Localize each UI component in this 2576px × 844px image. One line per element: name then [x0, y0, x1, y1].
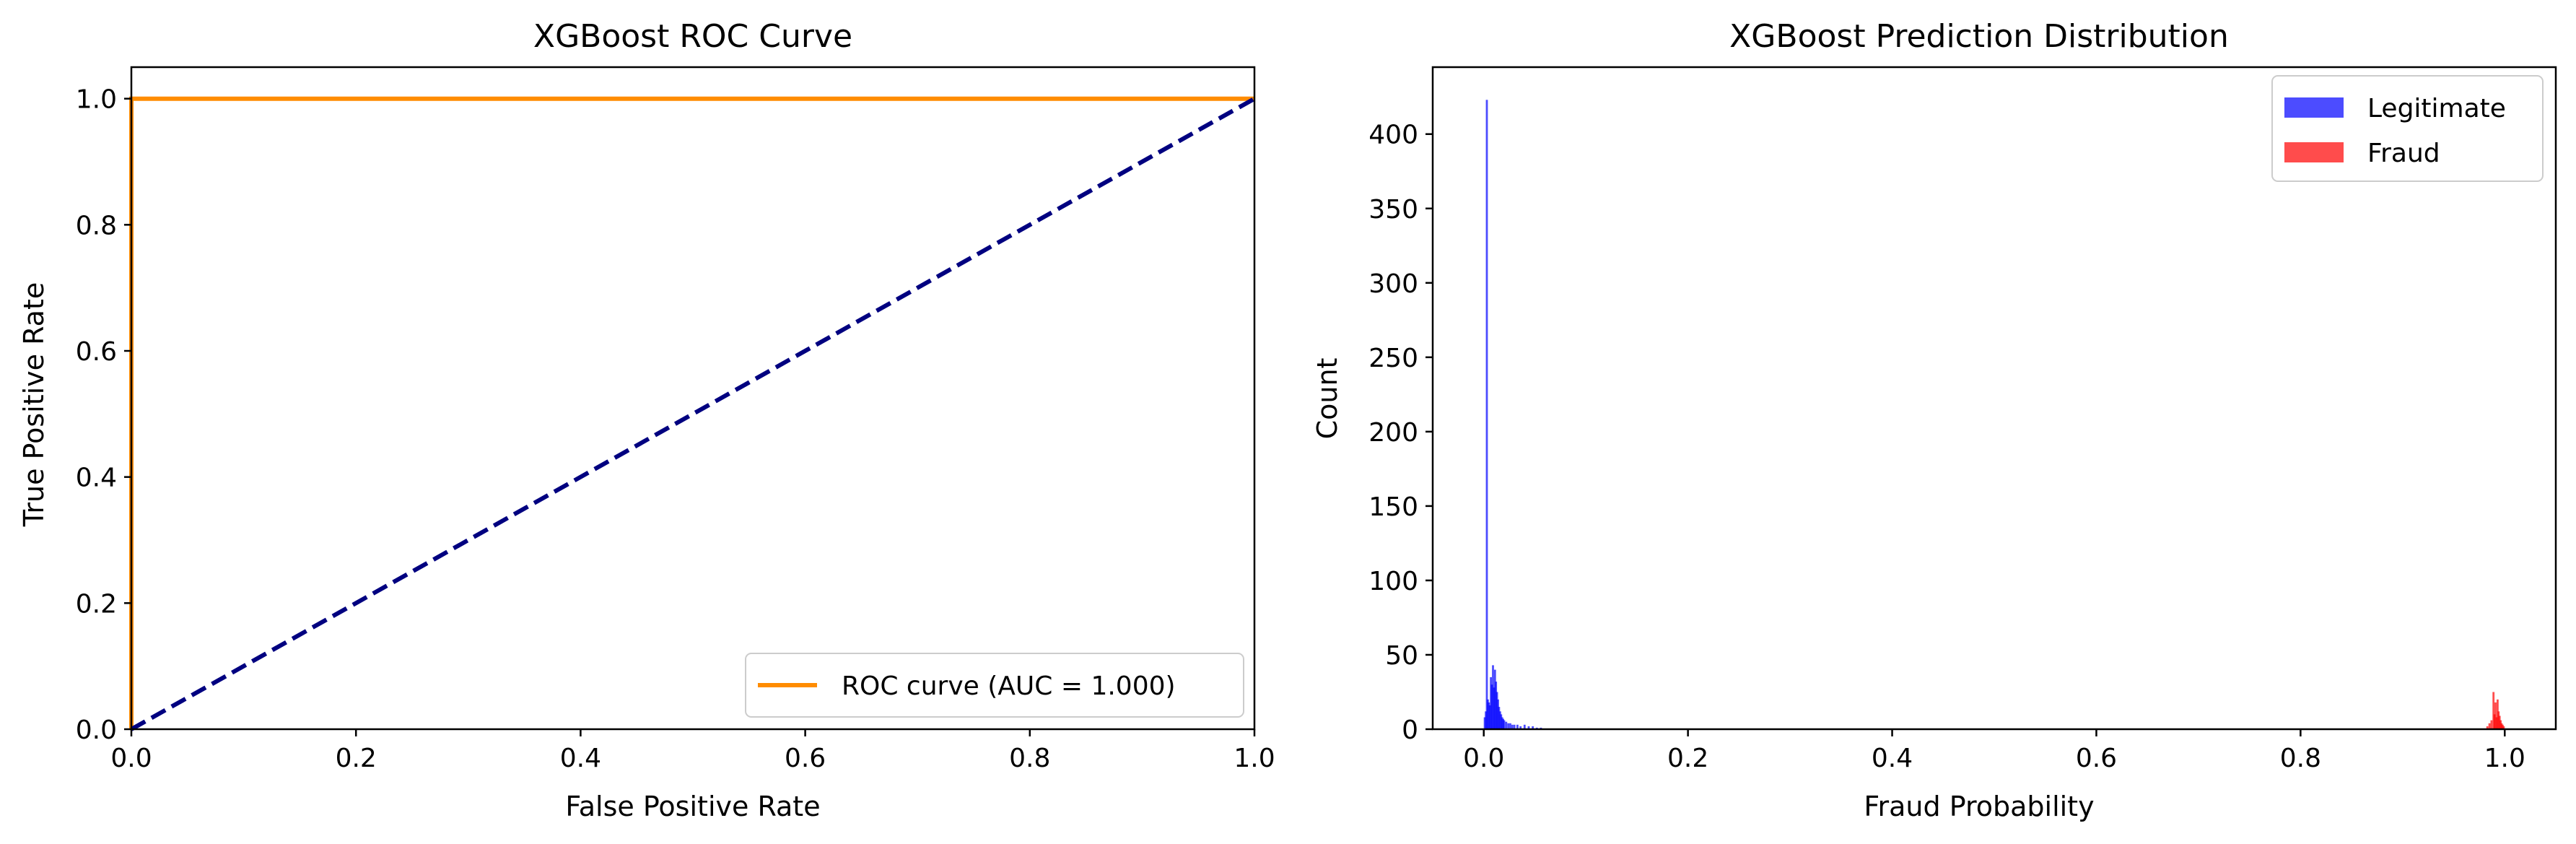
hist-legend-label-legitimate: Legitimate: [2367, 94, 2506, 123]
hist-bar-legitimate: [1503, 721, 1506, 729]
hist-y-tick-label: 200: [1368, 418, 1418, 448]
roc-x-tick-label: 0.4: [560, 744, 601, 773]
hist-x-tick-label: 0.4: [1872, 744, 1913, 773]
roc-x-tick-label: 0.6: [785, 744, 826, 773]
roc-plot: [131, 99, 1254, 729]
roc-legend: ROC curve (AUC = 1.000): [746, 653, 1244, 717]
roc-x-tick-label: 1.0: [1234, 744, 1275, 773]
hist-y-tick-label: 350: [1368, 195, 1418, 225]
roc-y-axis-label: True Positive Rate: [18, 282, 50, 528]
hist-y-tick-label: 400: [1368, 121, 1418, 150]
roc-y-tick-label: 0.4: [76, 464, 117, 493]
hist-x-axis-label: Fraud Probability: [1864, 791, 2094, 822]
roc-y-tick-label: 0.2: [76, 589, 117, 619]
hist-y-axis-label: Count: [1311, 358, 1343, 440]
hist-y-tick-label: 0: [1402, 715, 1418, 745]
roc-y-tick-label: 1.0: [76, 85, 117, 115]
hist-plot: [1484, 100, 2505, 729]
hist-legend-swatch-fraud: [2284, 142, 2344, 162]
roc-panel: XGBoost ROC Curve 0.0 0.2 0.4 0.6 0.8 1.0 0.0…: [18, 18, 1275, 822]
hist-y-tick-label: 100: [1368, 567, 1418, 596]
hist-y-tick-label: 300: [1368, 269, 1418, 299]
hist-y-ticks: 0 50 100 150 200 250 300 350 400: [1368, 121, 1433, 745]
hist-x-tick-label: 0.8: [2280, 744, 2321, 773]
roc-chance-line: [131, 99, 1254, 729]
roc-y-tick-label: 0.0: [76, 715, 117, 745]
roc-y-tick-label: 0.6: [76, 337, 117, 367]
hist-y-tick-label: 250: [1368, 344, 1418, 373]
hist-title: XGBoost Prediction Distribution: [1729, 18, 2229, 55]
hist-x-tick-label: 0.2: [1667, 744, 1708, 773]
hist-legend-swatch-legitimate: [2284, 97, 2344, 118]
roc-x-tick-label: 0.8: [1009, 744, 1050, 773]
hist-x-tick-label: 0.6: [2076, 744, 2117, 773]
roc-axes-frame: [131, 67, 1254, 729]
roc-x-axis-label: False Positive Rate: [565, 791, 820, 822]
roc-x-ticks: 0.0 0.2 0.4 0.6 0.8 1.0: [110, 729, 1275, 773]
hist-y-tick-label: 50: [1385, 641, 1418, 671]
roc-x-tick-label: 0.2: [336, 744, 377, 773]
roc-x-tick-label: 0.0: [110, 744, 152, 773]
hist-x-tick-label: 1.0: [2484, 744, 2525, 773]
roc-title: XGBoost ROC Curve: [533, 18, 852, 55]
hist-bar-legitimate: [1486, 100, 1488, 729]
hist-legend: Legitimate Fraud: [2272, 76, 2543, 181]
roc-y-ticks: 0.0 0.2 0.4 0.6 0.8 1.0: [76, 85, 131, 745]
roc-legend-label: ROC curve (AUC = 1.000): [842, 671, 1176, 701]
hist-x-ticks: 0.0 0.2 0.4 0.6 0.8 1.0: [1463, 729, 2525, 773]
hist-bar-fraud: [2491, 721, 2493, 729]
hist-y-tick-label: 150: [1368, 492, 1418, 522]
hist-legend-label-fraud: Fraud: [2367, 139, 2440, 168]
hist-panel: XGBoost Prediction Distribution 0.0 0.2 0.…: [1311, 18, 2556, 822]
roc-y-tick-label: 0.8: [76, 211, 117, 240]
hist-bar-legitimate: [1505, 722, 1507, 729]
hist-x-tick-label: 0.0: [1463, 744, 1504, 773]
